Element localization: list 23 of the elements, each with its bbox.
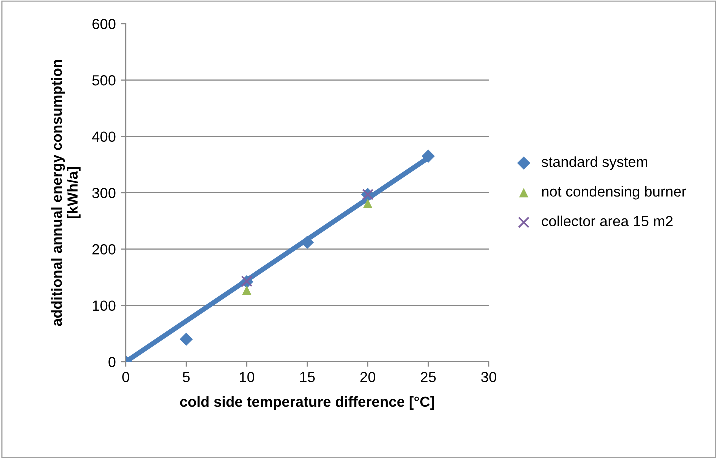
y-axis-title: additional annual energy consumption [kWh/a]	[51, 60, 81, 326]
y-tick-label: 0	[108, 357, 116, 368]
x-axis-title: cold side temperature difference [°C]	[180, 396, 434, 410]
point	[242, 286, 252, 296]
x-tick-label: 10	[240, 372, 255, 382]
y-tick-label: 300	[92, 188, 116, 198]
point	[180, 332, 194, 346]
legend-label: not condensing burner	[542, 186, 686, 200]
y-tick-label: 400	[92, 132, 116, 142]
x-tick-label: 15	[300, 372, 315, 382]
x-tick-label: 25	[421, 372, 436, 382]
y-tick-label: 600	[92, 19, 116, 30]
point	[363, 199, 373, 208]
point	[422, 150, 436, 163]
y-tick-label: 100	[93, 300, 116, 312]
y-tick-label: 200	[92, 244, 116, 255]
x-tick-label: 0	[122, 372, 130, 382]
legend-label: standard system	[542, 156, 648, 170]
x-tick-label: 20	[360, 372, 376, 382]
legend-label: collector area 15 m2	[542, 216, 673, 227]
y-tick-label: 500	[92, 75, 116, 86]
x-tick-label: 30	[481, 372, 497, 382]
x-tick-label: 5	[183, 372, 190, 382]
